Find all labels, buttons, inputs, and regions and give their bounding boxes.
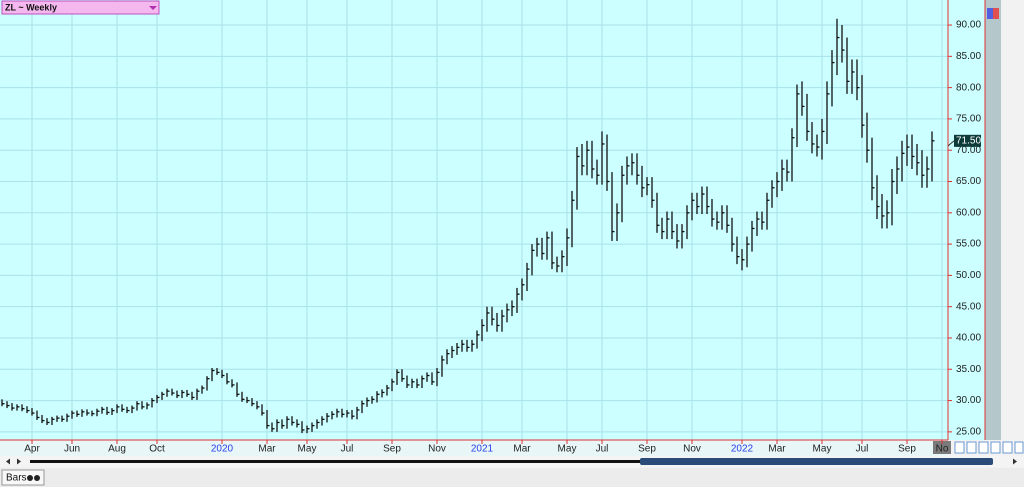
x-tick-label: Oct: [149, 444, 165, 455]
x-tick-label: Mar: [513, 444, 531, 455]
x-tick-label: Aug: [108, 444, 126, 455]
x-tick-label: May: [298, 444, 317, 455]
date-axis-area: [0, 440, 948, 456]
scroll-step[interactable]: [17, 458, 21, 465]
symbol-dropdown[interactable]: [149, 6, 157, 10]
y-tick-label: 65.00: [956, 176, 981, 187]
x-tick-label: Sep: [383, 444, 401, 455]
y-tick-label: 60.00: [956, 207, 981, 218]
x-tick-label: Sep: [638, 444, 656, 455]
nav-button[interactable]: [1002, 441, 1013, 454]
nav-button[interactable]: [954, 441, 965, 454]
sell-icon[interactable]: [993, 8, 999, 19]
nav-buttons: [954, 441, 1024, 454]
x-tick-label: 2021: [471, 444, 494, 455]
tab[interactable]: [1, 469, 45, 486]
nav-button[interactable]: [1014, 441, 1024, 454]
y-tick-label: 30.00: [956, 395, 981, 406]
plot-area: [0, 0, 948, 440]
x-tick-label: Mar: [258, 444, 276, 455]
y-tick-label: 45.00: [956, 301, 981, 312]
side-margin: [1001, 0, 1024, 440]
tab-icon: [34, 475, 40, 481]
axis-corner: [933, 441, 951, 454]
nav-button[interactable]: [966, 441, 977, 454]
last-price-pointer: [947, 140, 955, 147]
bars-layer: [1, 18, 935, 434]
x-tick-label: 2020: [211, 444, 234, 455]
tab-icon: [27, 475, 33, 481]
x-tick-label: Nov: [428, 444, 446, 455]
x-tick-label: Jul: [856, 444, 869, 455]
y-tick-label: 55.00: [956, 239, 981, 250]
tab-bar: [0, 468, 1024, 487]
x-tick-label: May: [813, 444, 832, 455]
side-strip: [985, 0, 1001, 440]
x-tick-label: Sep: [898, 444, 916, 455]
y-tick-label: 90.00: [956, 20, 981, 31]
last-price-tag: [954, 134, 981, 147]
x-tick-label: Apr: [24, 444, 40, 455]
buy-icon[interactable]: [987, 8, 993, 19]
x-tick-label: Mar: [768, 444, 786, 455]
y-tick-label: 35.00: [956, 364, 981, 375]
x-tick-label: Jul: [341, 444, 354, 455]
grid-layer: [0, 0, 948, 440]
chart-title: ZL ~ Weekly: [5, 2, 57, 12]
x-tick-label: Nov: [683, 444, 701, 455]
x-tick-label: Jun: [64, 444, 80, 455]
scroll-right[interactable]: [1013, 458, 1017, 465]
y-tick-label: 75.00: [956, 114, 981, 125]
y-tick-label: 40.00: [956, 333, 981, 344]
y-tick-label: 85.00: [956, 51, 981, 62]
scroll-thumb[interactable]: [640, 458, 993, 465]
symbol-box[interactable]: [1, 0, 160, 15]
last-price-label: 71.50: [956, 135, 981, 146]
price-axis-area: [948, 0, 985, 440]
x-tick-label: May: [558, 444, 577, 455]
nav-button[interactable]: [978, 441, 989, 454]
scroll-left[interactable]: [6, 458, 10, 465]
x-tick-label: 2022: [731, 444, 754, 455]
y-tick-label: 80.00: [956, 82, 981, 93]
x-tick-label: No: [936, 444, 949, 455]
y-tick-label: 25.00: [956, 427, 981, 438]
nav-button[interactable]: [990, 441, 1001, 454]
y-tick-label: 50.00: [956, 270, 981, 281]
scroll-rail: [30, 460, 992, 463]
x-tick-label: Jul: [596, 444, 609, 455]
tab-label: Bars: [6, 473, 27, 484]
y-tick-label: 70.00: [956, 145, 981, 156]
